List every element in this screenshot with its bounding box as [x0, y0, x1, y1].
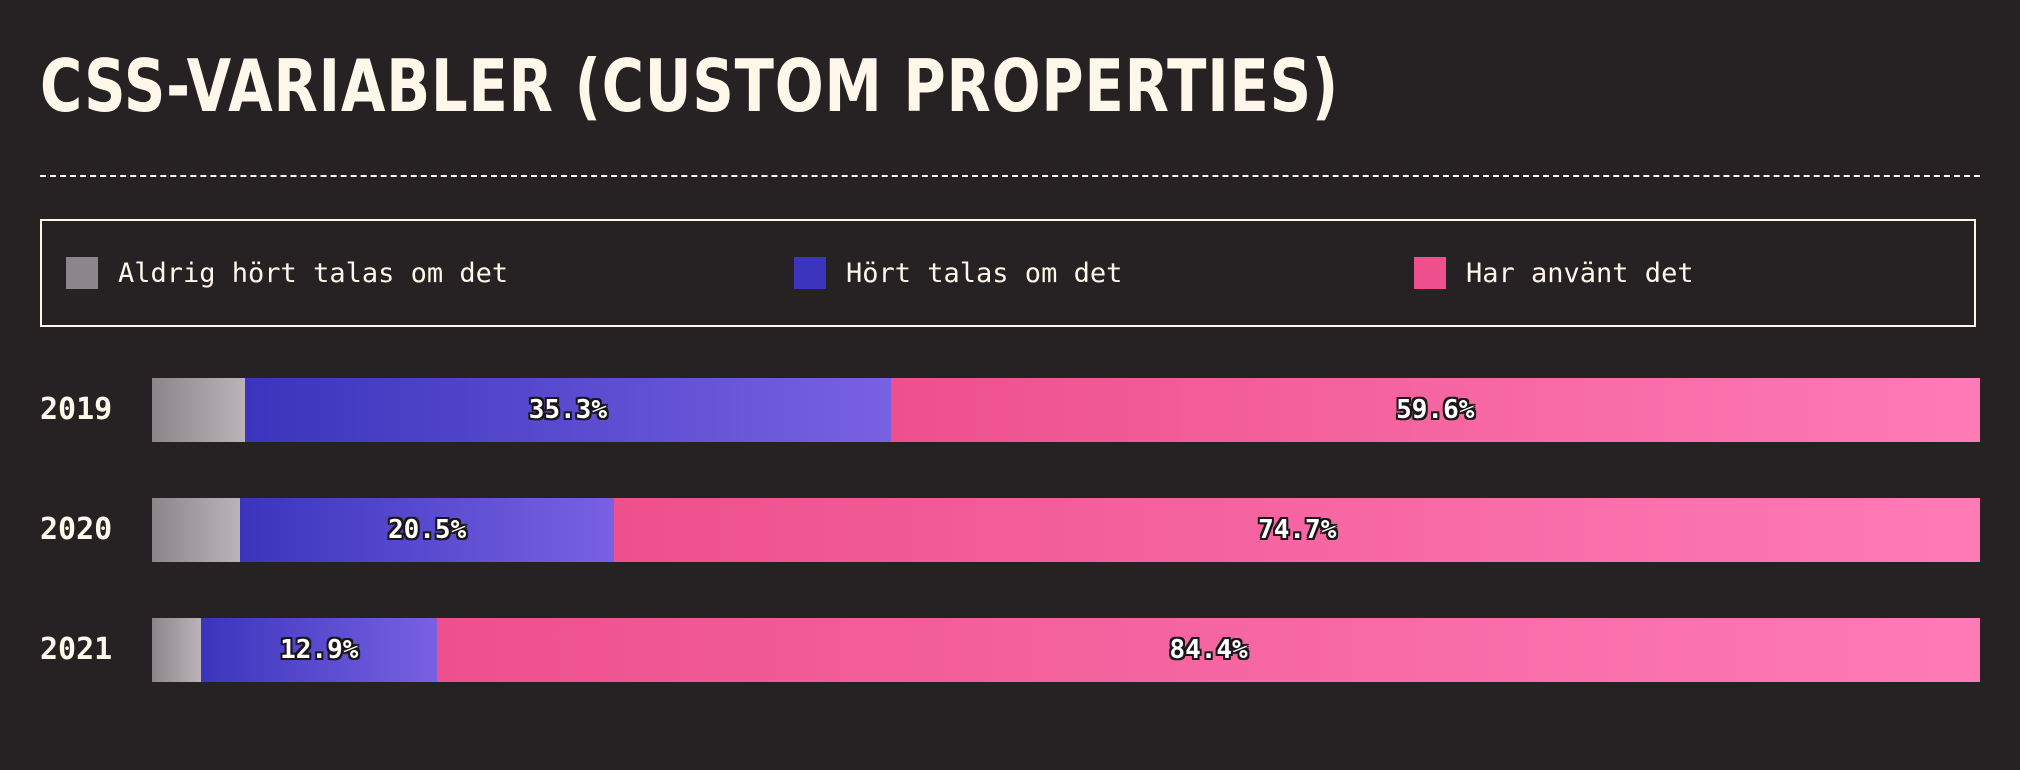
stacked-bar: 20.5% 74.7% [152, 498, 1980, 562]
legend-swatch-used [1414, 257, 1446, 289]
legend-label-never-heard: Aldrig hört talas om det [118, 257, 509, 289]
legend-item-used[interactable]: Har använt det [1414, 255, 1694, 291]
legend-swatch-never-heard [66, 257, 98, 289]
bar-segment-never-heard[interactable] [152, 378, 246, 442]
year-label: 2021 [40, 632, 113, 667]
legend-label-used: Har använt det [1466, 257, 1694, 289]
bar-row-2019: 2019 35.3% 59.6% [40, 378, 1980, 442]
bar-segment-never-heard[interactable] [152, 618, 202, 682]
bar-segment-heard[interactable] [245, 378, 891, 442]
data-label-used: 84.4% [1169, 635, 1248, 665]
year-label: 2019 [40, 392, 113, 427]
year-label: 2020 [40, 512, 113, 547]
bar-segment-used[interactable] [437, 618, 1980, 682]
title-divider [40, 175, 1980, 177]
legend-item-never-heard[interactable]: Aldrig hört talas om det [66, 255, 508, 291]
bar-row-2021: 2021 12.9% 84.4% [40, 618, 1980, 682]
bar-row-2020: 2020 20.5% 74.7% [40, 498, 1980, 562]
stacked-bar: 35.3% 59.6% [152, 378, 1980, 442]
legend-item-heard[interactable]: Hört talas om det [794, 255, 1122, 291]
bar-segment-never-heard[interactable] [152, 498, 240, 562]
legend-swatch-heard [794, 257, 826, 289]
bar-segment-heard[interactable] [201, 618, 438, 682]
data-label-heard: 20.5% [387, 515, 467, 545]
data-label-heard: 12.9% [280, 635, 359, 665]
bar-segment-heard[interactable] [239, 498, 615, 562]
stacked-bar: 12.9% 84.4% [152, 618, 1980, 682]
data-label-heard: 35.3% [528, 395, 607, 425]
bar-segment-used[interactable] [614, 498, 1980, 562]
page-title: CSS-variabler (custom properties) [40, 44, 1340, 128]
bar-segment-used[interactable] [890, 378, 1980, 442]
chart-legend: Aldrig hört talas om det Hört talas om d… [40, 219, 1976, 327]
data-label-used: 59.6% [1396, 395, 1475, 425]
data-label-used: 74.7% [1258, 515, 1337, 545]
legend-label-heard: Hört talas om det [846, 257, 1123, 289]
